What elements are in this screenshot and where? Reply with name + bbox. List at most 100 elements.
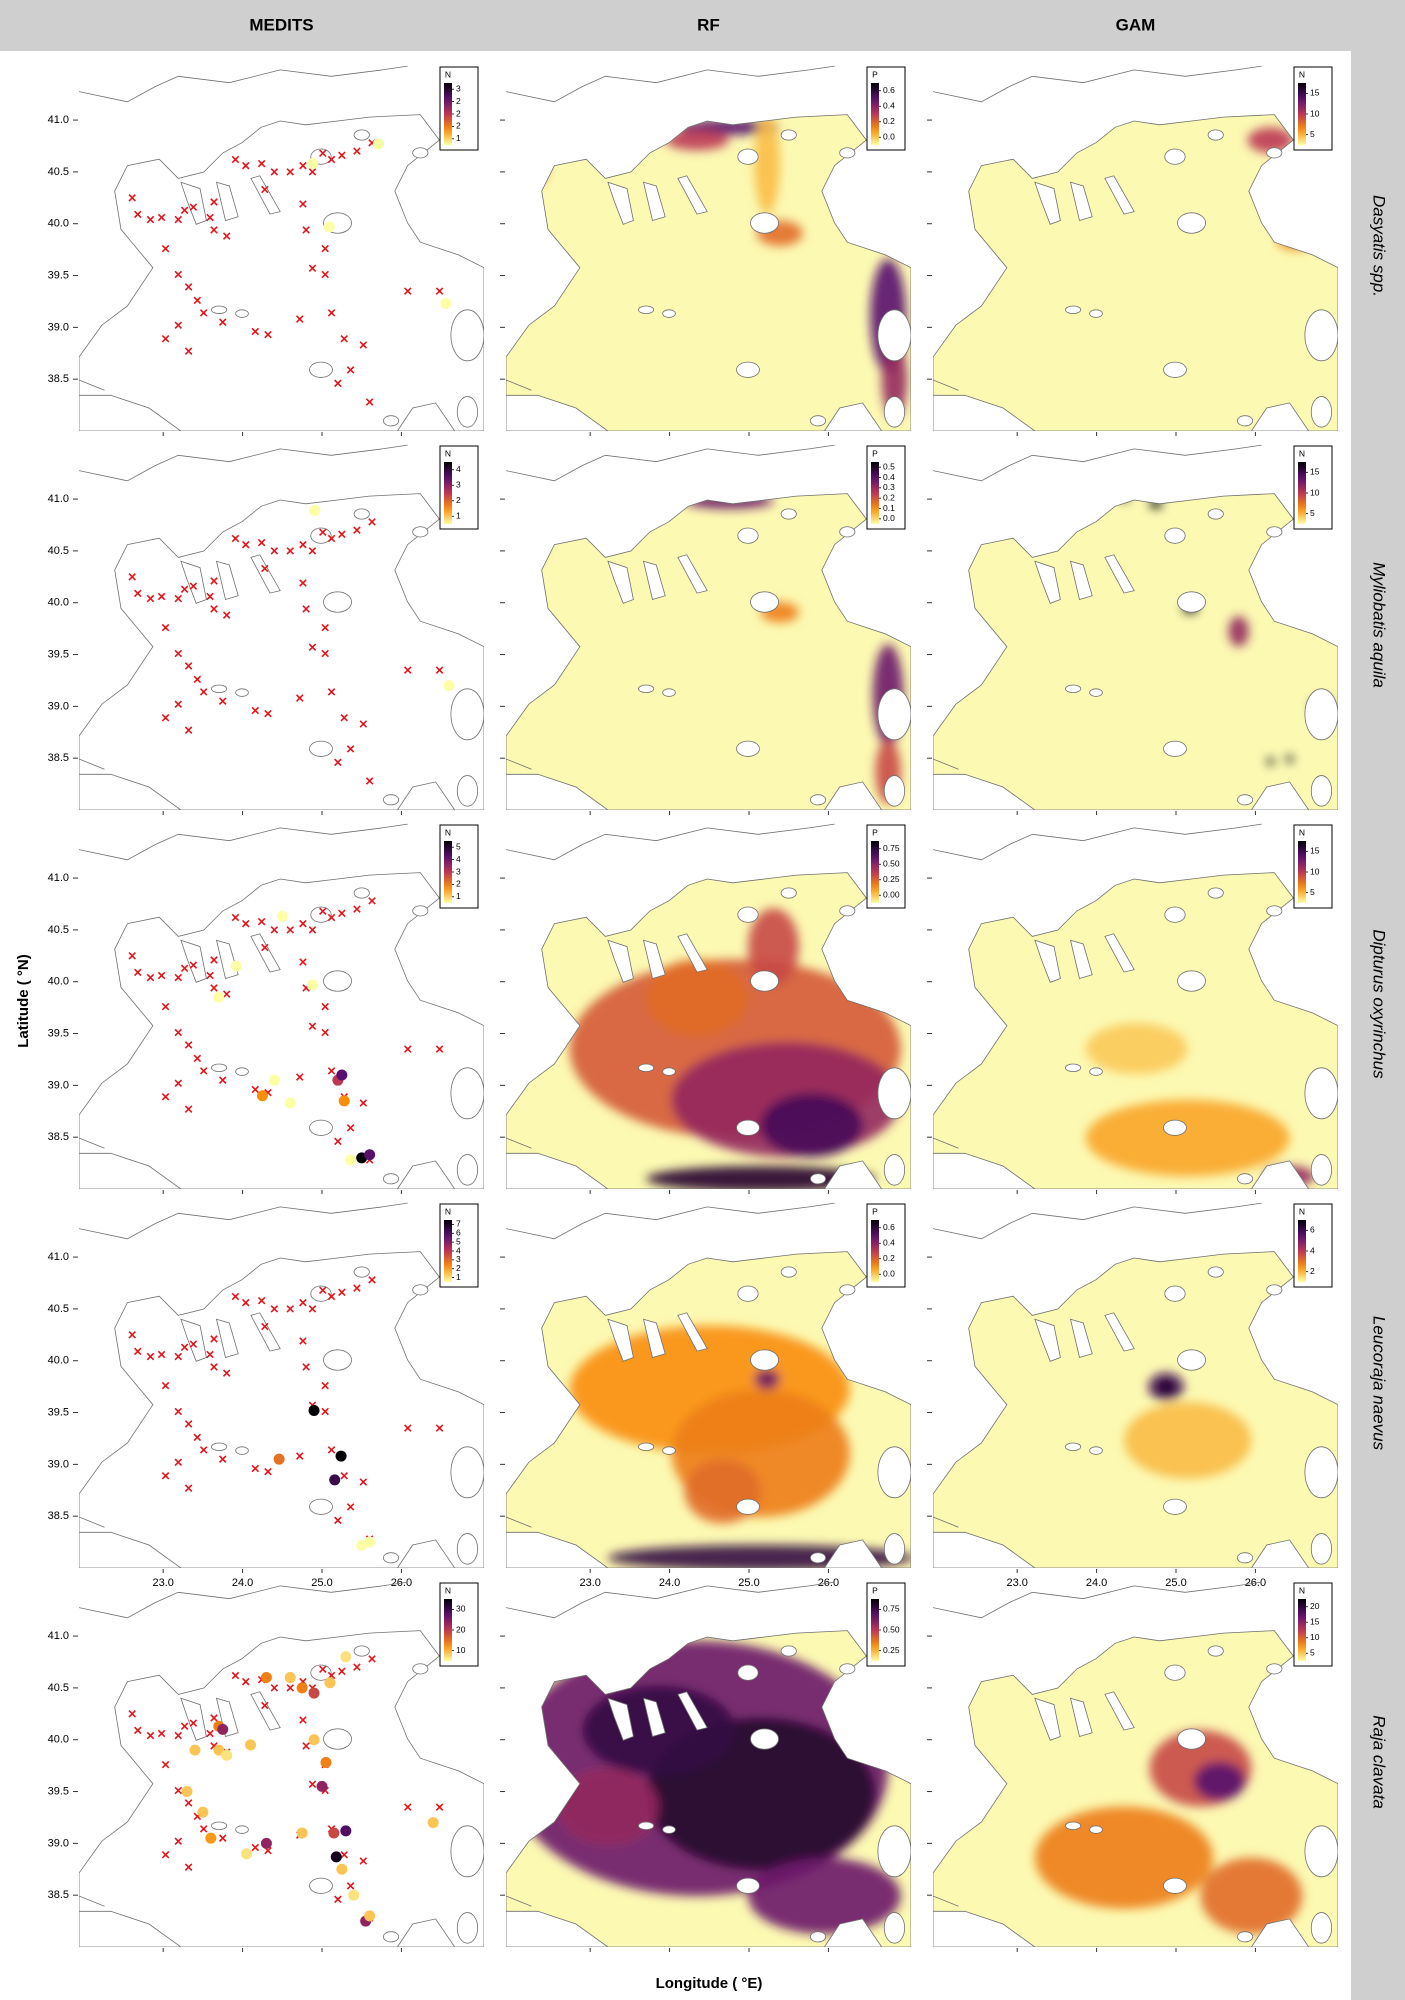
station-empty bbox=[302, 605, 310, 613]
island bbox=[1177, 1349, 1206, 1371]
island bbox=[1304, 1446, 1338, 1499]
legend-tick-label: 0.0 bbox=[883, 132, 895, 142]
island bbox=[1310, 1912, 1333, 1944]
island bbox=[309, 1498, 333, 1515]
station-empty bbox=[251, 1085, 260, 1094]
legend-title: N bbox=[1299, 448, 1305, 458]
island bbox=[750, 591, 779, 613]
land bbox=[677, 1312, 708, 1352]
land bbox=[180, 939, 207, 983]
island bbox=[1304, 309, 1338, 362]
shading-blur bbox=[569, 908, 901, 1189]
legend-tick-label: 5 bbox=[1310, 887, 1315, 897]
land bbox=[1069, 1697, 1093, 1738]
island bbox=[1164, 1664, 1186, 1681]
island bbox=[382, 1552, 400, 1564]
land bbox=[250, 933, 281, 973]
shading bbox=[754, 114, 780, 215]
map-body bbox=[506, 1581, 911, 1947]
y-tick-label: 41.0 bbox=[48, 114, 69, 126]
station-empty bbox=[302, 1363, 310, 1371]
station-empty bbox=[218, 1834, 227, 1842]
island bbox=[638, 305, 655, 315]
land bbox=[1069, 939, 1093, 980]
surface-shading bbox=[569, 1325, 911, 1568]
map-panel: P 0.50.40.30.20.10.0 bbox=[500, 444, 911, 815]
shading bbox=[1085, 1099, 1290, 1177]
map-panel: P 0.75 0.50 0.25 0.00 bbox=[500, 823, 911, 1194]
legend-tick-label: 0.1 bbox=[883, 503, 895, 513]
legend-tick-label: 0.50 bbox=[883, 1624, 900, 1634]
station-empty bbox=[299, 579, 307, 587]
shading-blur bbox=[1124, 1372, 1252, 1479]
land bbox=[79, 1531, 182, 1568]
shading bbox=[1322, 209, 1338, 240]
map-body bbox=[79, 1202, 484, 1568]
y-tick-label: 40.5 bbox=[48, 545, 69, 557]
legend-tick-label: 0.4 bbox=[883, 472, 895, 482]
island bbox=[1266, 1284, 1283, 1296]
land bbox=[180, 1697, 207, 1741]
station-empty bbox=[346, 1124, 355, 1132]
island bbox=[412, 905, 429, 917]
land bbox=[215, 1318, 239, 1359]
island bbox=[1089, 1446, 1103, 1455]
station-empty bbox=[241, 161, 250, 170]
land bbox=[396, 1918, 456, 1947]
island bbox=[235, 1067, 249, 1076]
y-tick-label: 39.5 bbox=[48, 269, 69, 281]
legend-tick-label: 20 bbox=[1310, 1601, 1320, 1611]
colorbar bbox=[871, 841, 879, 903]
land bbox=[933, 1531, 1036, 1568]
row-title: Myliobatis aquila bbox=[1370, 562, 1389, 688]
colorbar bbox=[1298, 462, 1306, 524]
station-empty bbox=[327, 1446, 336, 1454]
land bbox=[933, 394, 1036, 431]
legend-tick-label: 0.3 bbox=[883, 482, 895, 492]
station-empty bbox=[184, 1863, 193, 1871]
station-empty bbox=[199, 309, 208, 317]
station-empty bbox=[319, 528, 327, 537]
island bbox=[353, 508, 370, 520]
island bbox=[736, 361, 760, 378]
shading bbox=[1124, 1402, 1252, 1479]
colorbar bbox=[1298, 1599, 1306, 1661]
island bbox=[750, 1349, 779, 1371]
station-empty bbox=[218, 697, 227, 705]
station-empty bbox=[189, 582, 198, 590]
station-empty bbox=[327, 688, 336, 696]
island bbox=[382, 1931, 400, 1943]
station-empty bbox=[340, 334, 349, 343]
island bbox=[750, 970, 779, 992]
coastline bbox=[79, 379, 105, 391]
station-empty bbox=[353, 1663, 361, 1671]
land bbox=[1250, 781, 1310, 810]
island bbox=[1304, 1825, 1338, 1878]
island bbox=[839, 1663, 856, 1675]
y-tick-label: 40.5 bbox=[48, 166, 69, 178]
island bbox=[1310, 1154, 1333, 1186]
island bbox=[780, 887, 797, 899]
y-tick-label: 39.0 bbox=[48, 700, 69, 712]
station-catch bbox=[427, 1817, 439, 1829]
island bbox=[883, 396, 906, 428]
land bbox=[1104, 1691, 1135, 1731]
island bbox=[737, 1664, 759, 1681]
station-catch bbox=[309, 504, 321, 516]
island bbox=[1177, 591, 1206, 613]
land bbox=[396, 1160, 456, 1189]
island bbox=[1164, 148, 1186, 165]
shading bbox=[1118, 493, 1130, 502]
land bbox=[607, 1697, 634, 1741]
island bbox=[1065, 1063, 1082, 1073]
y-tick-label: 40.5 bbox=[48, 1682, 69, 1694]
shading bbox=[646, 959, 748, 1036]
coastline bbox=[79, 823, 408, 861]
coastline bbox=[933, 65, 1262, 103]
station-empty bbox=[146, 594, 155, 603]
coastline bbox=[79, 1516, 105, 1528]
land bbox=[1250, 1918, 1310, 1947]
land bbox=[250, 1312, 281, 1352]
station-empty bbox=[327, 1292, 336, 1301]
island bbox=[309, 361, 333, 378]
